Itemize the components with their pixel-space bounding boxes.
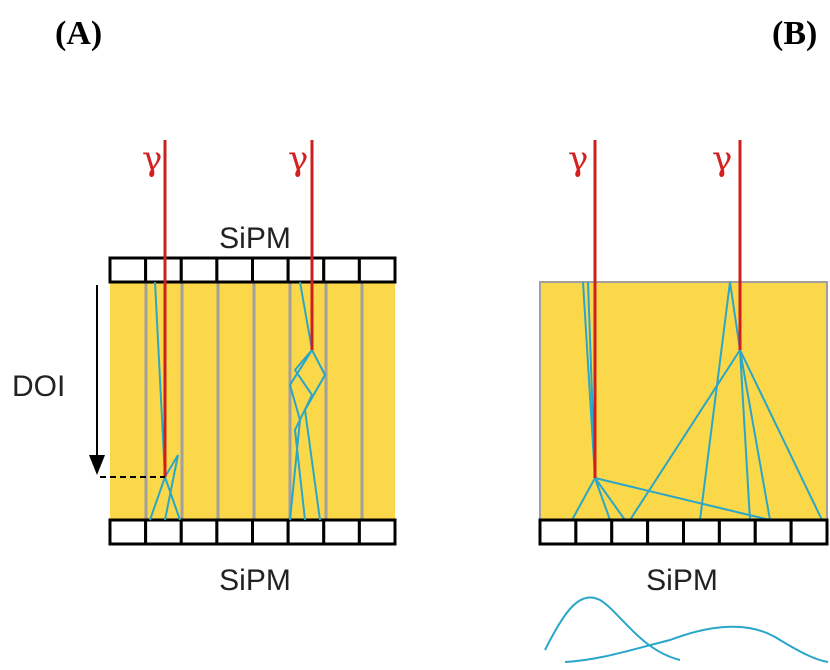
sipm-pixel bbox=[540, 520, 576, 544]
sipm-array bbox=[110, 520, 395, 544]
doi-label: DOI bbox=[12, 370, 65, 403]
gamma-label: γ bbox=[142, 139, 162, 179]
sipm-pixel bbox=[181, 520, 217, 544]
sipm-pixel bbox=[288, 258, 324, 282]
crystal bbox=[540, 282, 827, 520]
sipm-pixel bbox=[359, 258, 395, 282]
sipm-pixel bbox=[359, 520, 395, 544]
panel-label: (B) bbox=[772, 15, 817, 52]
sipm-pixel bbox=[217, 520, 253, 544]
sipm-label: SiPM bbox=[646, 564, 718, 597]
sipm-pixel bbox=[612, 520, 648, 544]
sipm-label: SiPM bbox=[219, 564, 291, 597]
gamma-label: γ bbox=[288, 139, 308, 179]
sipm-pixel bbox=[684, 520, 720, 544]
sipm-pixel bbox=[110, 520, 146, 544]
sipm-pixel bbox=[719, 520, 755, 544]
sipm-pixel bbox=[146, 258, 182, 282]
gamma-label: γ bbox=[568, 139, 588, 179]
sipm-pixel bbox=[288, 520, 324, 544]
panel-label: (A) bbox=[55, 15, 102, 52]
sipm-pixel bbox=[755, 520, 791, 544]
panel-b: γ γ SiPM bbox=[540, 139, 828, 662]
panel-a: γ γ SiPM SiPM DOI bbox=[12, 139, 395, 597]
sipm-pixel bbox=[324, 520, 360, 544]
sipm-array bbox=[540, 520, 827, 544]
sipm-pixel bbox=[110, 258, 146, 282]
sipm-pixel bbox=[253, 258, 289, 282]
sipm-pixel bbox=[791, 520, 827, 544]
sipm-label: SiPM bbox=[219, 222, 291, 255]
sipm-pixel bbox=[324, 258, 360, 282]
sipm-pixel bbox=[146, 520, 182, 544]
sipm-pixel bbox=[576, 520, 612, 544]
doi-arrowhead bbox=[89, 455, 105, 475]
sipm-pixel bbox=[253, 520, 289, 544]
sipm-pixel bbox=[181, 258, 217, 282]
signal-curve bbox=[545, 597, 680, 660]
gamma-label: γ bbox=[712, 139, 732, 179]
sipm-pixel bbox=[648, 520, 684, 544]
signal-curve bbox=[565, 627, 828, 662]
sipm-array bbox=[110, 258, 395, 282]
diagram: (A) (B) γ γ SiPM SiPM DOI bbox=[0, 0, 830, 670]
sipm-pixel bbox=[217, 258, 253, 282]
